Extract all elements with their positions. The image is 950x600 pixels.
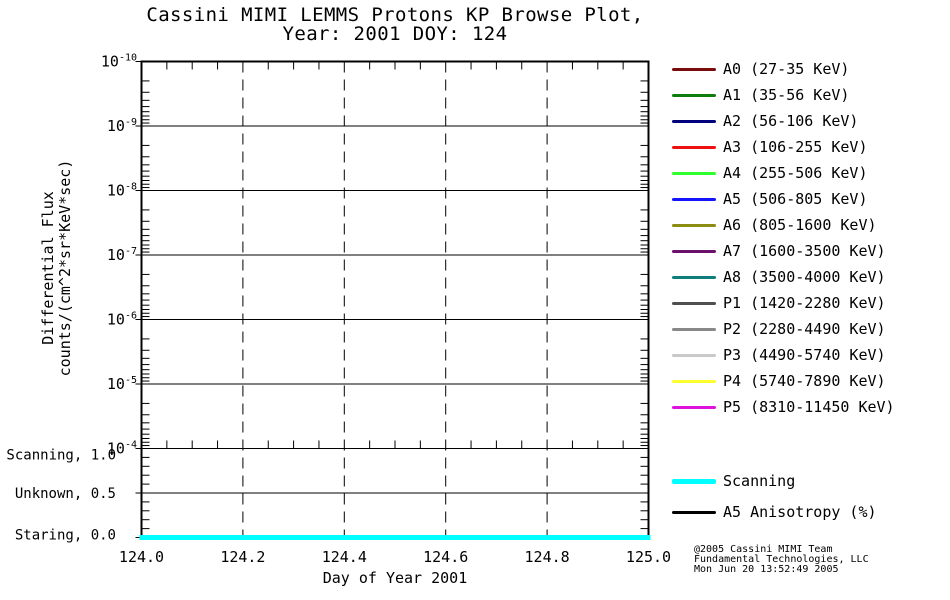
legend-label: P1 (1420-2280 KeV) [723,294,886,312]
legend-row-flux-channel: P5 (8310-11450 KeV) [670,399,950,415]
legend-line-sample [672,478,716,484]
legend-label: A5 (506-805 KeV) [723,190,868,208]
copyright-line2: Fundamental Technologies, LLC [694,554,869,565]
status-level-label: Staring, 0.0 [15,528,116,544]
x-axis-tick-label: 125.0 [626,548,671,566]
legend-line-sample [672,327,716,331]
legend-row-flux-channel: A8 (3500-4000 KeV) [670,269,950,285]
y-axis-tick-label: 10-8 [107,182,137,200]
legend: A0 (27-35 KeV) A1 (35-56 KeV) A2 (56-106 K… [670,0,950,600]
legend-line-sample [672,93,716,97]
y-axis-title-line2: counts/(cm^2*sr*KeV*sec) [56,159,74,377]
legend-line-sample [672,249,716,253]
plot-title: Cassini MIMI LEMMS Protons KP Browse Plo… [0,6,790,44]
legend-label: A4 (255-506 KeV) [723,164,868,182]
legend-row-flux-channel: P1 (1420-2280 KeV) [670,295,950,311]
x-axis-tick-label: 124.2 [220,548,265,566]
legend-row-flux-channel: A1 (35-56 KeV) [670,87,950,103]
legend-label: A7 (1600-3500 KeV) [723,242,886,260]
legend-label: A6 (805-1600 KeV) [723,216,877,234]
copyright-text: @2005 Cassini MIMI Team Fundamental Tech… [694,545,869,575]
legend-line-sample [672,275,716,279]
legend-row-flux-channel: A6 (805-1600 KeV) [670,217,950,233]
legend-line-sample [672,67,716,71]
legend-label: P2 (2280-4490 KeV) [723,320,886,338]
legend-row-flux-channel: A4 (255-506 KeV) [670,165,950,181]
legend-row-flux-channel: A2 (56-106 KeV) [670,113,950,129]
legend-line-sample [672,171,716,175]
legend-line-sample [672,301,716,305]
legend-row-flux-channel: P2 (2280-4490 KeV) [670,321,950,337]
legend-label: P3 (4490-5740 KeV) [723,346,886,364]
legend-row-flux-channel: A3 (106-255 KeV) [670,139,950,155]
status-level-label: Scanning, 1.0 [6,448,116,464]
y-axis-tick-label: 10-9 [107,117,137,135]
plot-title-line1: Cassini MIMI LEMMS Protons KP Browse Plo… [146,4,644,26]
legend-row-scanning: Scanning [670,473,950,489]
legend-label: A8 (3500-4000 KeV) [723,268,886,286]
legend-label: A2 (56-106 KeV) [723,112,859,130]
y-axis-title: Differential Flux counts/(cm^2*sr*KeV*se… [39,159,74,377]
legend-label: A0 (27-35 KeV) [723,60,850,78]
legend-row-anisotropy: A5 Anisotropy (%) [670,504,950,520]
copyright-line3: Mon Jun 20 13:52:49 2005 [694,564,839,575]
status-level-label: Unknown, 0.5 [15,486,116,502]
x-axis-tick-label: 124.0 [119,548,164,566]
plot-frame [140,60,650,539]
legend-line-sample [672,119,716,123]
legend-label: P4 (5740-7890 KeV) [723,372,886,390]
x-axis-tick-label: 124.6 [423,548,468,566]
legend-row-flux-channel: P4 (5740-7890 KeV) [670,373,950,389]
y-axis-tick-label: 10-5 [107,375,137,393]
x-axis-tick-label: 124.4 [322,548,367,566]
y-axis-tick-label: 10-7 [107,246,137,264]
legend-label: Scanning [723,472,796,490]
legend-row-flux-channel: A7 (1600-3500 KeV) [670,243,950,259]
x-axis-title: Day of Year 2001 [323,569,468,587]
y-axis-tick-label: 10-6 [107,311,137,329]
y-axis-title-line1: Differential Flux [39,191,57,345]
legend-row-flux-channel: A5 (506-805 KeV) [670,191,950,207]
legend-label: P5 (8310-11450 KeV) [723,398,895,416]
legend-label: A5 Anisotropy (%) [723,503,877,521]
y-axis-tick-label: 10-10 [101,53,137,71]
legend-line-sample [672,223,716,227]
legend-line-sample [672,353,716,357]
legend-line-sample [672,405,716,409]
legend-line-sample [672,510,716,514]
x-axis-tick-label: 124.8 [525,548,570,566]
legend-row-flux-channel: A0 (27-35 KeV) [670,61,950,77]
legend-label: A3 (106-255 KeV) [723,138,868,156]
legend-line-sample [672,379,716,383]
plot-title-line2: Year: 2001 DOY: 124 [282,23,508,45]
legend-line-sample [672,197,716,201]
copyright-line1: @2005 Cassini MIMI Team [694,544,833,555]
legend-label: A1 (35-56 KeV) [723,86,850,104]
legend-row-flux-channel: P3 (4490-5740 KeV) [670,347,950,363]
legend-line-sample [672,145,716,149]
